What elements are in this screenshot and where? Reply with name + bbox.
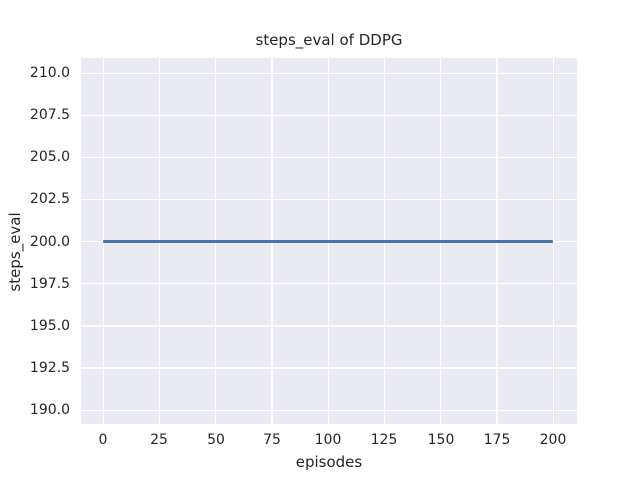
y-tick-label: 192.5 — [29, 360, 70, 376]
y-axis-label: steps_eval — [6, 212, 24, 292]
y-tick-label: 200.0 — [29, 234, 70, 250]
y-tick-label: 195.0 — [29, 318, 70, 334]
horizontal-gridline — [81, 72, 577, 74]
horizontal-gridline — [81, 367, 577, 369]
x-tick-label: 25 — [150, 432, 168, 448]
x-tick-label: 100 — [314, 432, 342, 448]
y-tick-label: 197.5 — [29, 276, 70, 292]
x-tick-label: 50 — [207, 432, 225, 448]
x-tick-label: 200 — [539, 432, 567, 448]
horizontal-gridline — [81, 409, 577, 411]
y-tick-label: 207.5 — [29, 107, 70, 123]
horizontal-gridline — [81, 198, 577, 201]
x-tick-label: 75 — [263, 432, 281, 448]
chart-title: steps_eval of DDPG — [255, 31, 403, 49]
x-tick-label: 0 — [98, 432, 108, 448]
y-tick-label: 205.0 — [29, 149, 70, 165]
y-tick-label: 202.5 — [29, 191, 70, 207]
horizontal-gridline — [81, 325, 577, 327]
x-tick-label: 150 — [427, 432, 455, 448]
x-tick-label: 125 — [370, 432, 398, 448]
series-line-steps-eval — [103, 240, 553, 243]
horizontal-gridline — [81, 114, 577, 116]
horizontal-gridline — [81, 156, 577, 158]
horizontal-gridline — [81, 283, 577, 285]
plot-area — [81, 58, 577, 424]
y-tick-label: 190.0 — [29, 402, 70, 418]
x-axis-label: episodes — [295, 453, 363, 471]
y-tick-label: 210.0 — [29, 65, 70, 81]
x-tick-label: 175 — [483, 432, 511, 448]
